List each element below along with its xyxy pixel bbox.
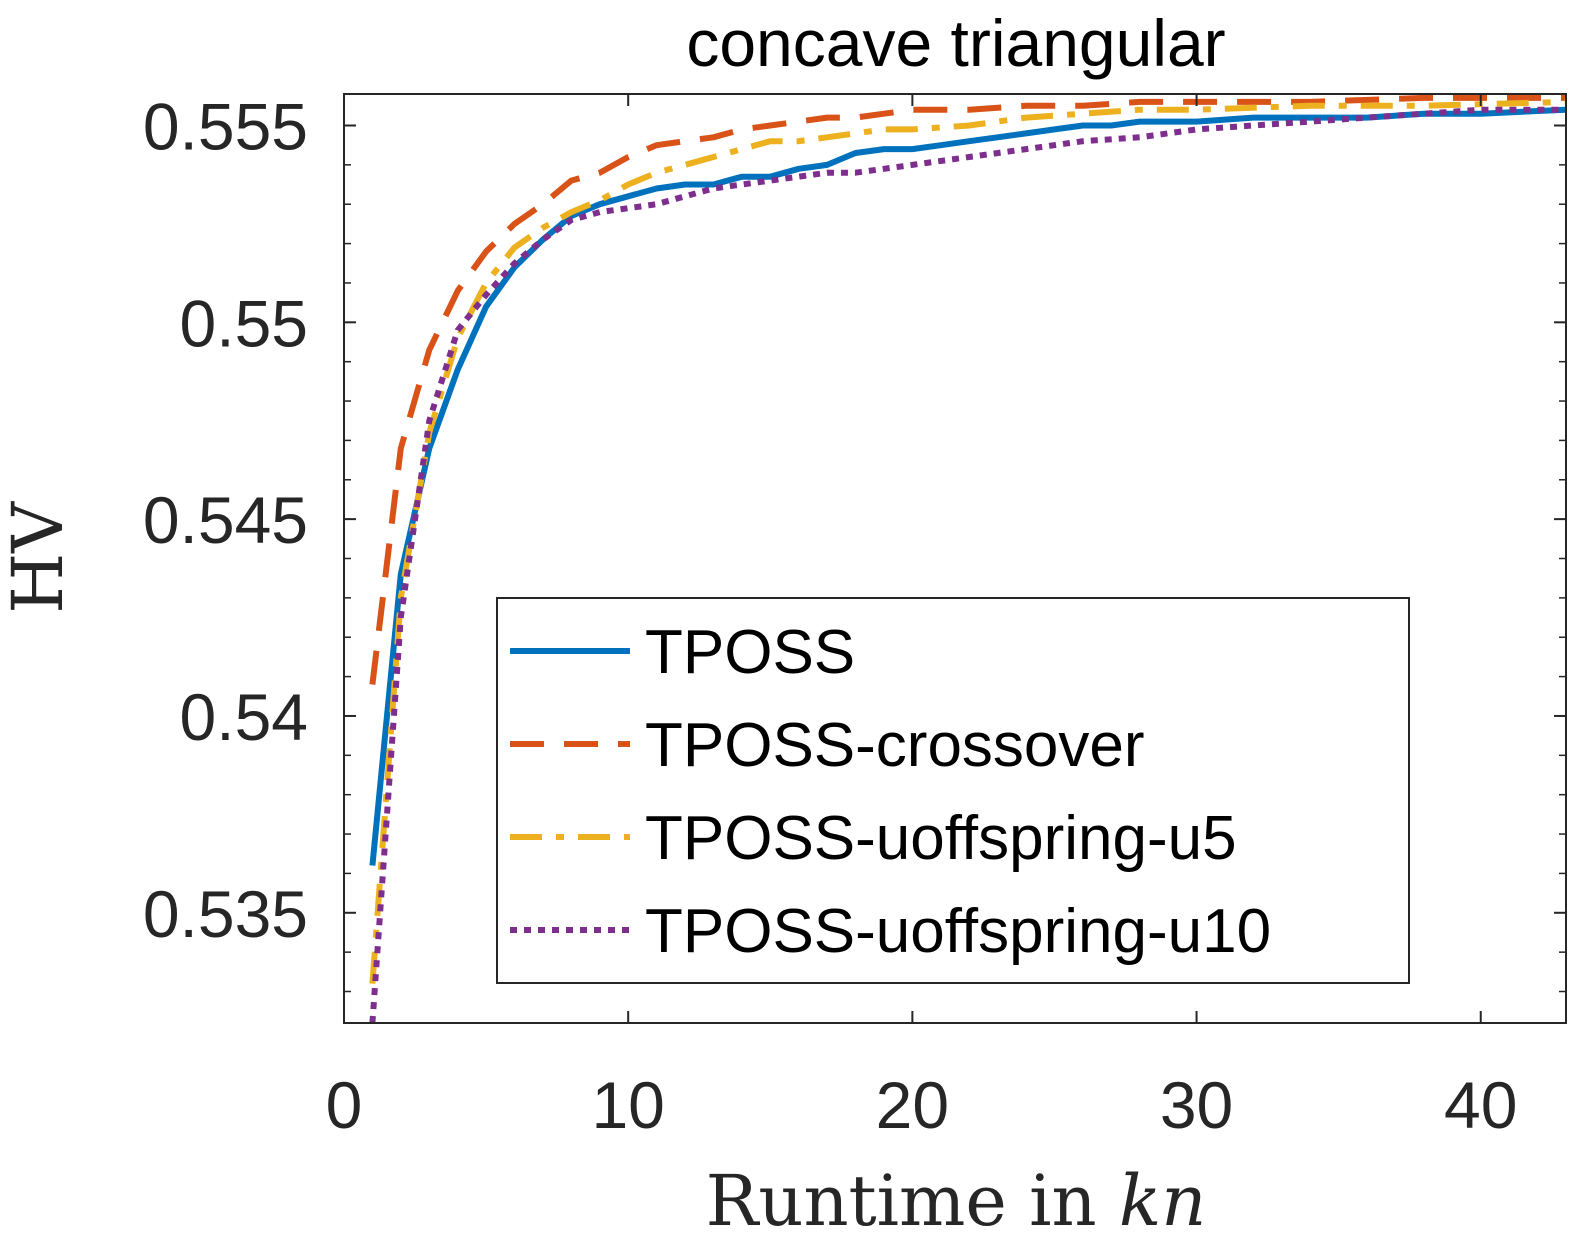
chart-title: concave triangular — [686, 6, 1225, 80]
x-axis-label-text: Runtime in — [706, 1160, 1119, 1241]
legend-label: TPOSS-uoffspring-u10 — [645, 897, 1271, 966]
legend-label: TPOSS-uoffspring-u5 — [645, 804, 1237, 873]
x-axis-label-variable: kn — [1119, 1160, 1207, 1241]
y-axis-label: HV — [0, 501, 79, 614]
x-tick-label: 40 — [1444, 1068, 1517, 1142]
x-tick-label: 0 — [326, 1068, 363, 1142]
y-tick-label: 0.535 — [143, 877, 308, 951]
legend: TPOSS TPOSS-crossover TPOSS-uoffspring-u5 T… — [496, 597, 1410, 984]
series-layer — [369, 94, 1566, 1023]
x-axis-label: Runtime in kn — [706, 1160, 1207, 1241]
x-tick-label: 10 — [591, 1068, 664, 1142]
legend-box — [496, 597, 1410, 984]
legend-label: TPOSS — [645, 618, 855, 687]
x-tick-label: 20 — [876, 1068, 949, 1142]
axis-ticks: 0 10 20 30 40 0.535 0.54 0.545 0.55 0.555 — [143, 89, 1566, 1142]
y-tick-label: 0.545 — [143, 483, 308, 557]
y-tick-label: 0.54 — [180, 680, 308, 754]
x-tick-label: 30 — [1160, 1068, 1233, 1142]
y-tick-label: 0.555 — [143, 89, 308, 163]
legend-label: TPOSS-crossover — [645, 711, 1145, 780]
series-line-tposs-crossover — [369, 94, 1566, 685]
series-line-tposs-uoffspring-u10 — [369, 106, 1566, 1023]
y-tick-label: 0.55 — [180, 286, 308, 360]
series-line-tposs-uoffspring-u5 — [369, 98, 1566, 984]
